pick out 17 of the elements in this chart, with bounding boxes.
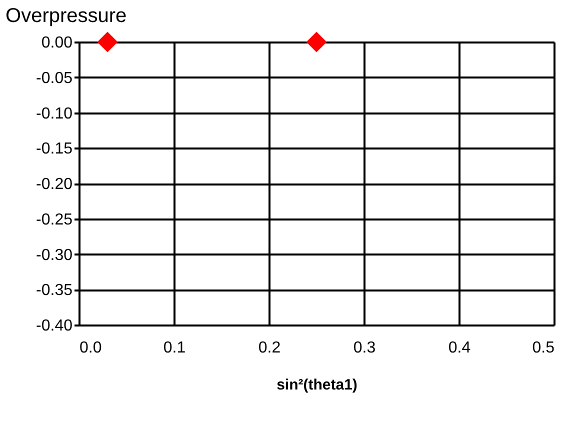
y-tick-label: -0.40 <box>36 318 73 334</box>
x-tick-label: 0.5 <box>532 340 555 356</box>
y-tick-label: 0.00 <box>41 34 73 52</box>
x-tick-label: 0.3 <box>353 340 376 356</box>
y-tick-label: -0.20 <box>36 176 73 193</box>
x-tick-label: 0.0 <box>80 340 102 356</box>
y-tick-label: -0.05 <box>36 70 73 87</box>
y-tick-label: -0.30 <box>36 246 73 264</box>
x-axis-title: sin²(theta1) <box>276 376 358 394</box>
x-tick-label: 0.4 <box>448 340 471 356</box>
y-tick-label: -0.10 <box>36 105 73 122</box>
x-tick-label: 0.2 <box>258 340 281 356</box>
x-tick-label: 0.1 <box>163 340 186 356</box>
y-tick-label: -0.25 <box>36 211 73 228</box>
y-tick-label: -0.15 <box>36 140 73 158</box>
chart-title: Overpressure <box>6 4 127 27</box>
y-tick-label: -0.35 <box>36 282 73 300</box>
